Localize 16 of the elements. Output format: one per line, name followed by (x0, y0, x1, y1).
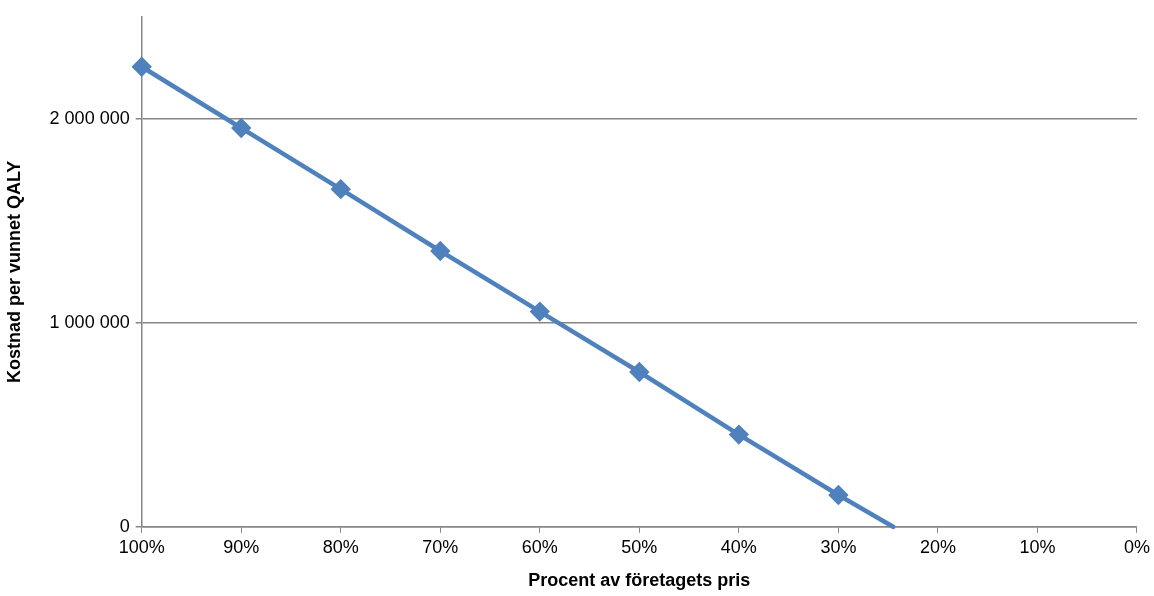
x-tick-label: 10% (1019, 536, 1056, 557)
x-tick-label: 30% (820, 536, 857, 557)
y-tick-label: 1 000 000 (49, 311, 130, 332)
y-axis-title: Kostnad per vunnet QALY (3, 160, 24, 383)
x-axis-title: Procent av företagets pris (528, 570, 751, 591)
x-tick-label: 60% (521, 536, 558, 557)
x-tick-label: 70% (422, 536, 459, 557)
x-tick-label: 80% (322, 536, 359, 557)
y-tick-label: 2 000 000 (49, 107, 130, 128)
x-tick-label: 20% (919, 536, 956, 557)
x-tick-label: 40% (720, 536, 757, 557)
y-tick-label: 0 (119, 515, 130, 536)
x-tick-label: 100% (118, 536, 165, 557)
x-tick-label: 50% (621, 536, 658, 557)
x-tick-label: 0% (1123, 536, 1150, 557)
x-tick-label: 90% (223, 536, 260, 557)
